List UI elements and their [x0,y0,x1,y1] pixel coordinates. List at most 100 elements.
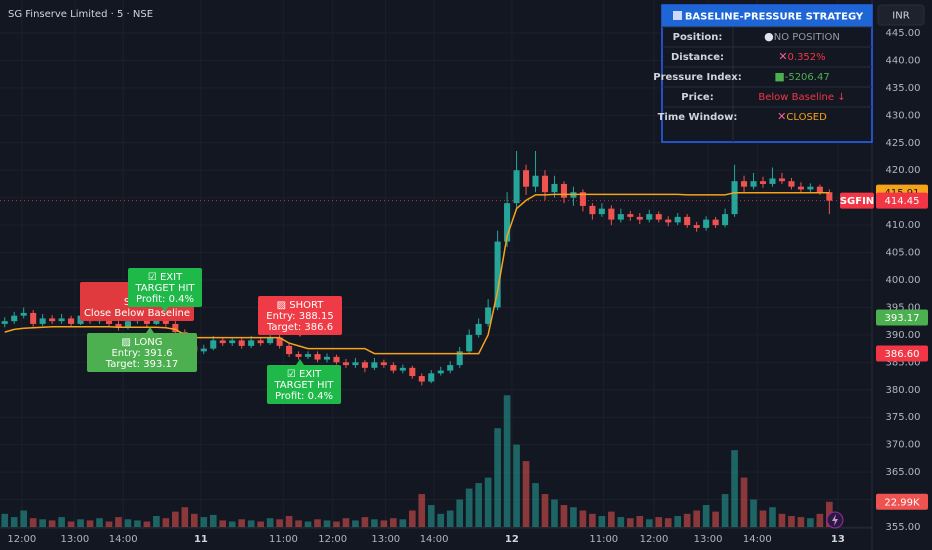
volume-bar [20,510,28,527]
candles [1,151,833,386]
x-tick-label: 12:00 [318,534,347,545]
table-value-text: Below Baseline ↓ [758,92,845,103]
volume-bar [456,499,464,527]
volume-badge-label: 22.99K [884,497,920,508]
y-tick-label: 385.00 [886,357,921,368]
candle-body [276,337,283,346]
volume-bar [10,517,18,527]
volume-bar [475,483,482,527]
candle-body [608,208,615,220]
y-tick-label: 435.00 [886,83,921,94]
volume-bar [209,514,217,527]
volume-bar [39,519,46,527]
volume-bar [86,520,94,527]
volume-bar [390,518,397,527]
y-tick-label: 395.00 [886,302,921,313]
candle-body [513,170,520,204]
strategy-table: BASELINE-PRESSURE STRATEGY Position: ●NO … [653,4,873,143]
y-tick-label: 365.00 [886,467,921,478]
x-tick-label: 14:00 [743,534,772,545]
volume-bar [636,516,644,527]
y-tick-label: 375.00 [886,412,921,423]
candle-body [674,216,681,223]
candle-body [105,318,113,324]
table-value-text: -5206.47 [785,72,830,83]
volume-bar [276,519,283,527]
volume-bar [522,461,530,527]
volume-bar [608,511,615,527]
volume-bar [333,521,340,527]
candle-body [759,181,767,184]
volume-bar [190,513,198,527]
volume-bar [560,505,568,527]
y-tick-label: 405.00 [886,248,921,259]
candle-body [703,219,710,228]
candle-body [617,214,624,220]
volume-bar [674,516,682,527]
volume-bar [371,519,378,527]
volume-bar [465,488,473,527]
table-icon [673,11,682,20]
volume-bar [532,483,539,527]
annotation-box [267,365,341,404]
candle-body [172,323,179,333]
candle-body [551,183,558,193]
volume-bar [285,516,293,527]
volume-bar [58,517,65,527]
candle-body [769,178,776,184]
currency-box[interactable] [877,4,925,26]
volume-bar [96,518,103,527]
candle-body [58,318,65,322]
volume-bar [551,499,558,527]
table-title: BASELINE-PRESSURE STRATEGY [685,12,864,23]
y-tick-label: 390.00 [886,330,921,341]
candle-body [428,373,435,382]
x-tick-label: 13:00 [371,534,400,545]
candle-body [371,362,378,368]
candle-body [314,354,321,360]
candle-body [466,334,473,352]
volume [1,395,833,527]
volume-bar [143,521,151,527]
table-icon: ■ [774,70,784,83]
volume-bar [513,444,520,527]
y-tick-label: 420.00 [886,165,921,176]
candle-body [295,354,302,357]
y-tick-label: 410.00 [886,220,921,231]
candle-body [523,170,530,187]
candle-body [485,307,492,324]
volume-bar [124,519,132,527]
annotation-pointer [161,306,169,312]
candle-body [399,367,406,371]
volume-bar [788,516,795,527]
volume-bar [598,516,606,527]
volume-bar [797,517,805,527]
axes: 355.00360.00365.00370.00375.00380.00385.… [7,28,920,545]
candle-body [579,192,586,206]
volume-bar [712,511,719,527]
annotation-text: ▨ SHORT [277,300,325,311]
table-value: ✕CLOSED [777,110,827,123]
price-badge [876,309,928,326]
y-tick-label: 380.00 [886,385,921,396]
price-badge [876,345,928,362]
candle-body [49,318,56,322]
candle-body [456,351,463,366]
volume-bar [740,477,748,527]
candle-body [361,362,368,368]
candle-body [124,321,131,327]
volume-bar [219,520,227,527]
volume-bar [172,511,179,527]
volume-bar [238,519,246,527]
volume-bar [769,507,776,527]
y-tick-label: 425.00 [886,138,921,149]
candle-body [504,203,511,242]
table-value: Below Baseline ↓ [758,92,845,103]
annotation-text: Close Below Baseline [84,308,190,319]
volume-bar [105,521,113,527]
candle-body [409,367,416,377]
volume-bar [617,517,625,527]
volume-bar [816,513,824,527]
table-label: Distance: [671,52,724,63]
